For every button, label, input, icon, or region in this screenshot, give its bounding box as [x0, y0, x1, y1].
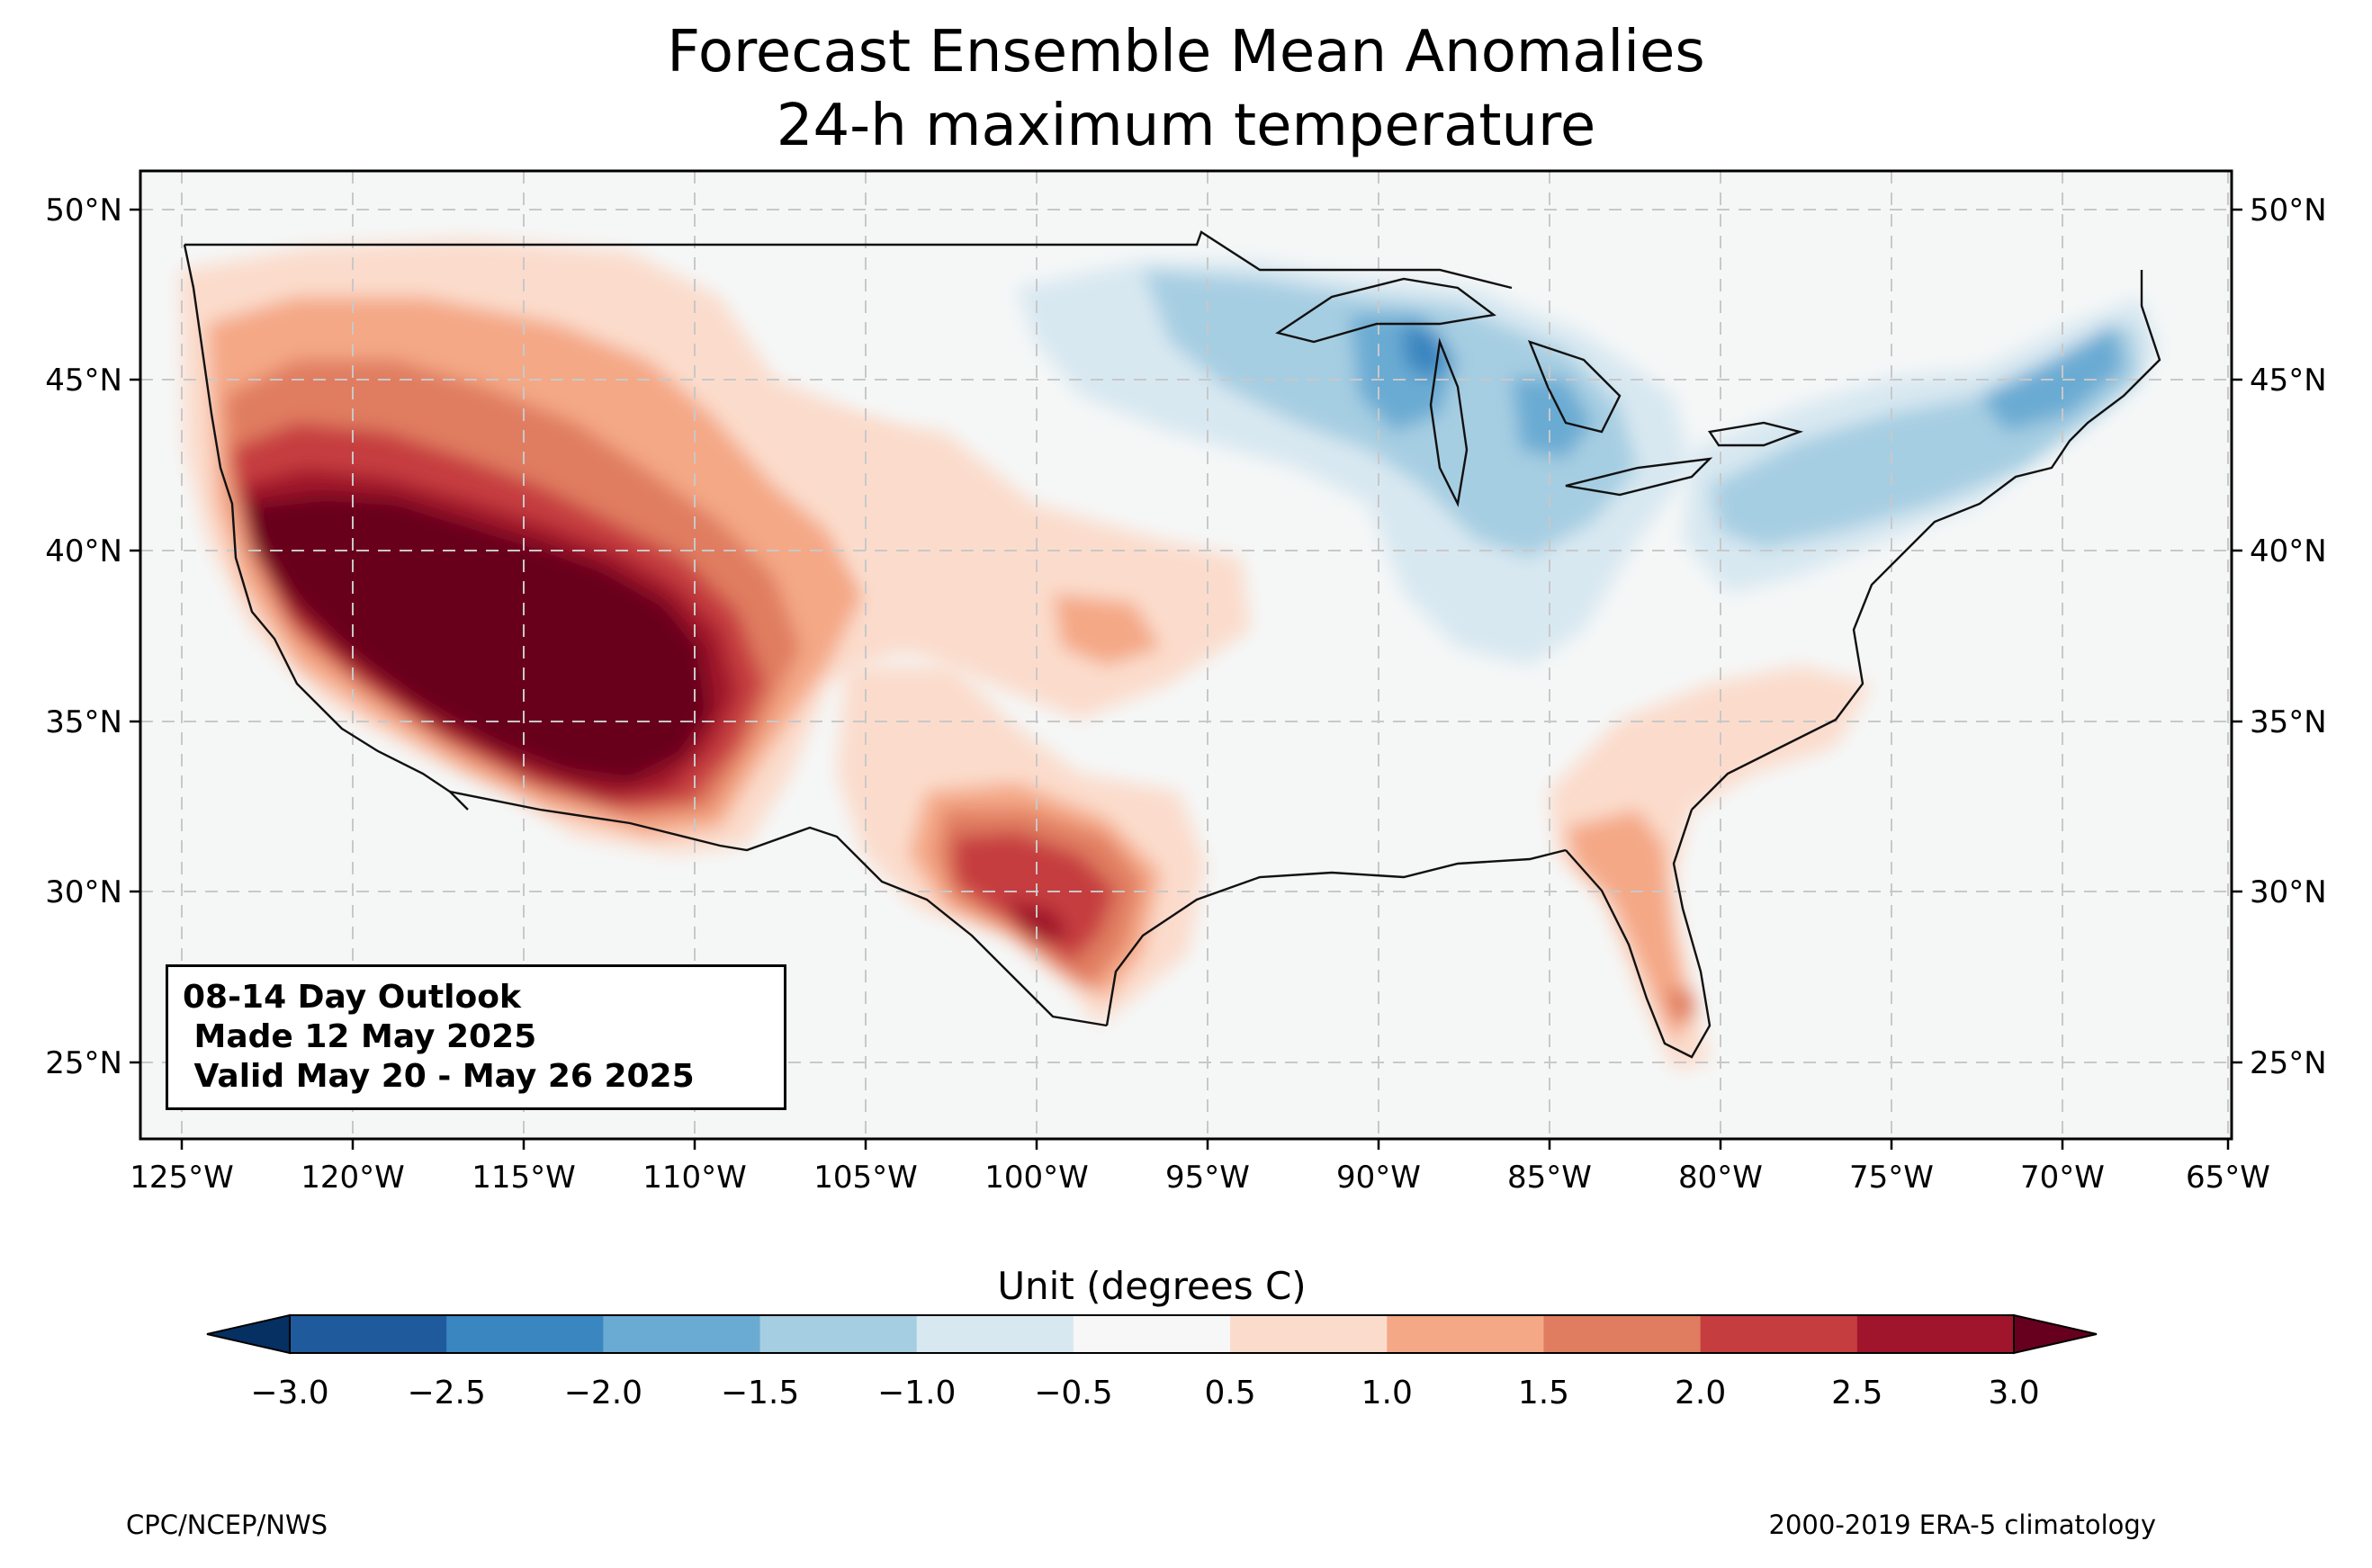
warm-texas-25	[1008, 900, 1071, 945]
colorbar-tick-label: 1.5	[1517, 1375, 1570, 1411]
colorbar-title: Unit (degrees C)	[997, 1264, 1307, 1308]
cool-ne-15	[1980, 324, 2124, 432]
great-lakes-michigan	[1429, 337, 1469, 507]
colorbar-tick-label: −1.0	[877, 1375, 957, 1411]
lon-label: 75°W	[1849, 1160, 1934, 1196]
warm-se-15	[1665, 990, 1696, 1021]
lat-label: 45°N	[2250, 363, 2327, 399]
footer-source: CPC/NCEP/NWS	[126, 1510, 328, 1540]
colorbar-tick-label: 2.0	[1674, 1375, 1727, 1411]
great-lakes-ontario	[1707, 421, 1804, 447]
warm-southeast	[1548, 666, 1872, 1071]
lat-label: 35°N	[45, 704, 122, 740]
map-title: Forecast Ensemble Mean Anomalies	[667, 19, 1705, 85]
colorbar	[206, 1313, 2098, 1355]
lat-labels-right: 50°N 45°N 40°N 35°N 30°N 25°N	[2250, 193, 2327, 1081]
lon-label: 95°W	[1165, 1160, 1250, 1196]
coastlines-borders	[183, 230, 2161, 1059]
great-lakes-erie	[1565, 457, 1713, 497]
colorbar-tick-label: −2.0	[563, 1375, 643, 1411]
lat-label: 30°N	[45, 874, 122, 910]
colorbar-bin	[446, 1315, 604, 1353]
cool-midwest	[1017, 261, 1692, 666]
colorbar-tick-label: −2.5	[407, 1375, 486, 1411]
colorbar-tick-label: 1.0	[1361, 1375, 1413, 1411]
warm-west	[180, 238, 990, 855]
colorbar-bin	[290, 1315, 447, 1353]
warm-se-10	[1566, 810, 1692, 1044]
great-lakes-huron	[1527, 340, 1622, 434]
lon-label: 120°W	[301, 1160, 405, 1196]
warm-se-05	[1548, 666, 1872, 1071]
colorbar-tick-label: 2.5	[1831, 1375, 1883, 1411]
outlook-line-1: 08-14 Day Outlook	[183, 979, 521, 1016]
lat-label: 25°N	[2250, 1045, 2327, 1081]
lon-label: 90°W	[1336, 1160, 1421, 1196]
lon-label: 105°W	[813, 1160, 918, 1196]
lon-label: 85°W	[1507, 1160, 1592, 1196]
outlook-line-3: Valid May 20 - May 26 2025	[183, 1058, 695, 1095]
colorbar-bin	[1856, 1315, 2015, 1353]
lon-label: 80°W	[1678, 1160, 1763, 1196]
colorbar-bin	[603, 1315, 761, 1353]
lon-labels: 125°W 120°W 115°W 110°W 105°W 100°W 95°W…	[130, 1160, 2270, 1196]
warm-texas	[837, 666, 1206, 1026]
us-mexico-border	[449, 790, 1108, 1027]
colorbar-bin	[1700, 1315, 1858, 1353]
outlook-line-2: Made 12 May 2025	[183, 1018, 537, 1055]
gulf-coast	[1105, 848, 1567, 1026]
cool-mi-15	[1512, 378, 1593, 459]
map-subtitle: 24-h maximum temperature	[776, 93, 1596, 159]
map-frame	[139, 169, 2233, 1141]
colorbar-extend-low	[206, 1313, 291, 1355]
lat-label: 45°N	[45, 363, 122, 399]
colorbar-tick-label: −3.0	[250, 1375, 329, 1411]
lon-label: 125°W	[130, 1160, 234, 1196]
colorbar-bin	[1073, 1315, 1231, 1353]
colorbar-bin	[1387, 1315, 1544, 1353]
lon-label: 110°W	[642, 1160, 747, 1196]
colorbar-bin	[1543, 1315, 1702, 1353]
colorbar-tick-label: −1.5	[720, 1375, 800, 1411]
lon-label: 115°W	[472, 1160, 576, 1196]
lat-label: 30°N	[2250, 874, 2327, 910]
anomaly-fields	[140, 171, 2232, 1139]
lat-labels-left: 50°N 45°N 40°N 35°N 30°N 25°N	[45, 193, 122, 1081]
colorbar-bin	[916, 1315, 1074, 1353]
florida	[1565, 809, 1712, 1059]
colorbar-bin	[759, 1315, 918, 1353]
tick-marks	[130, 208, 2242, 1150]
us-canada-border	[184, 230, 1513, 290]
outlook-box: 08-14 Day Outlook Made 12 May 2025 Valid…	[166, 964, 786, 1110]
colorbar-frame	[289, 1314, 2015, 1354]
footer-climatology: 2000-2019 ERA-5 climatology	[1768, 1510, 2156, 1540]
lat-label: 50°N	[2250, 193, 2327, 228]
lat-label: 35°N	[2250, 704, 2327, 740]
colorbar-tick-label: −0.5	[1034, 1375, 1113, 1411]
great-lakes-superior	[1275, 277, 1496, 344]
warm-plains	[810, 414, 1251, 720]
lat-label: 25°N	[45, 1045, 122, 1081]
colorbar-tick-label: 3.0	[1988, 1375, 2040, 1411]
lat-label: 50°N	[45, 193, 122, 228]
colorbar-extend-high	[2013, 1313, 2098, 1355]
west-coast	[183, 244, 469, 811]
lon-label: 65°W	[2186, 1160, 2270, 1196]
lat-label: 40°N	[2250, 533, 2327, 569]
warm-west-30	[247, 495, 711, 783]
colorbar-tick-label: 0.5	[1204, 1375, 1256, 1411]
east-coast	[1691, 270, 2161, 811]
lat-label: 40°N	[45, 533, 122, 569]
lon-label: 70°W	[2020, 1160, 2105, 1196]
cool-northeast	[1683, 297, 2160, 594]
lon-label: 100°W	[984, 1160, 1089, 1196]
warm-plains-10	[1053, 594, 1161, 666]
colorbar-bin	[1230, 1315, 1388, 1353]
warm-texas-20	[954, 832, 1116, 963]
